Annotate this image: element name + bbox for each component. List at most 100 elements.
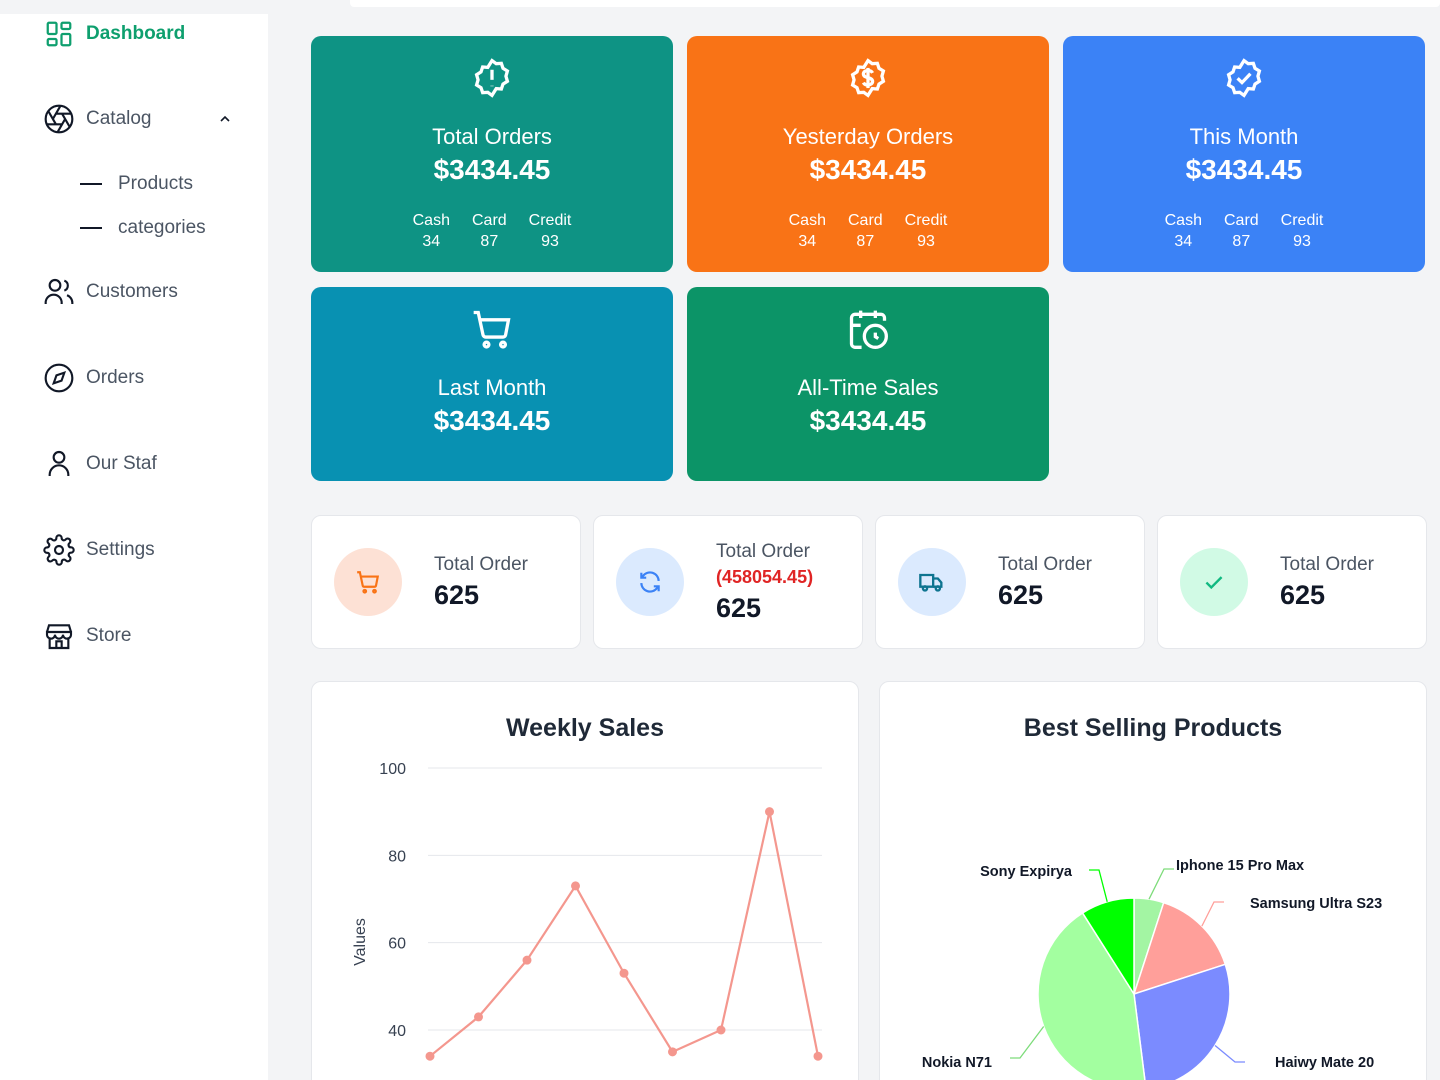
data-point: [668, 1047, 677, 1057]
breakdown-credit: Credit 93: [1281, 210, 1324, 252]
card-breakdown: Cash 34 Card 87 Credit 93: [311, 210, 673, 252]
summary-card-all-time-sales[interactable]: All-Time Sales $3434.45: [687, 287, 1049, 481]
breakdown-value: 34: [422, 233, 441, 250]
data-point: [716, 1025, 726, 1035]
sidebar-item-label: Dashboard: [86, 23, 186, 44]
breakdown-label: Credit: [528, 212, 572, 229]
truck-icon: [919, 573, 943, 592]
card-title: This Month: [1189, 124, 1299, 149]
pie-slice: [1133, 963, 1231, 1080]
stat-value: 625: [434, 580, 480, 610]
best-selling-chart: Iphone 15 Pro Max Samsung Ultra S23 Haiwy …: [922, 858, 1382, 1080]
breakdown-value: 93: [917, 233, 935, 250]
users-icon: [42, 275, 76, 309]
pie-label: Nokia N71: [922, 1055, 992, 1071]
breakdown-cash: Cash 34: [789, 210, 826, 252]
chart-title: Weekly Sales: [506, 714, 664, 742]
card-breakdown: Cash 34 Card 87 Credit 93: [1063, 210, 1425, 252]
pie-label: Iphone 15 Pro Max: [1176, 858, 1304, 874]
sidebar-subitem-products[interactable]: Products: [80, 169, 193, 199]
refresh-icon: [640, 571, 660, 593]
stat-value: 625: [1280, 580, 1326, 610]
stat-card-total-order-refresh[interactable]: Total Order (458054.45) 625: [593, 515, 863, 649]
card-amount: $3434.45: [809, 154, 927, 185]
breakdown-value: 34: [1174, 233, 1193, 250]
chevron-up-icon[interactable]: [214, 108, 236, 130]
data-point: [522, 955, 532, 965]
summary-card-yesterday-orders[interactable]: Yesterday Orders $3434.45 Cash 34 Card 87 …: [687, 36, 1049, 272]
top-strip: [0, 0, 1440, 14]
sidebar-item-orders[interactable]: Orders: [42, 358, 144, 398]
best-selling-panel: Best Selling Products Iphone 15 Pro Max S…: [879, 681, 1427, 1080]
sidebar-subitem-label: categories: [118, 217, 206, 238]
cart-icon: [357, 571, 380, 594]
pie-label: Sony Expirya: [980, 864, 1073, 880]
stat-label: Total Order: [716, 541, 810, 562]
breakdown-label: Card: [1223, 212, 1259, 229]
sidebar-item-customers[interactable]: Customers: [42, 272, 178, 312]
breakdown-cash: Cash 34: [1165, 210, 1202, 252]
stat-icon-circle: [334, 548, 402, 616]
line-series: [429, 811, 820, 1058]
breakdown-value: 93: [1293, 233, 1311, 250]
sidebar-item-our-staf[interactable]: Our Staf: [42, 444, 157, 484]
pie-slice: [1037, 911, 1146, 1080]
sidebar-item-label: Our Staf: [86, 453, 157, 474]
stat-icon-circle: [1180, 548, 1248, 616]
chart-title: Best Selling Products: [1023, 714, 1283, 742]
sidebar-item-label: Store: [86, 625, 132, 646]
data-point: [619, 968, 629, 978]
breakdown-value: 93: [541, 233, 559, 250]
stat-card-total-order-truck[interactable]: Total Order 625: [875, 515, 1145, 649]
summary-card-total-orders[interactable]: Total Orders $3434.45 Cash 34 Card 87 Cred…: [311, 36, 673, 272]
weekly-sales-panel: Weekly Sales 40 60 80 100 Values: [311, 681, 859, 1080]
pie-label: Samsung Ultra S23: [1250, 896, 1382, 912]
sidebar-item-dashboard[interactable]: Dashboard: [42, 14, 185, 54]
dollar-badge-icon: [850, 58, 886, 98]
y-tick-label: 80: [388, 848, 406, 865]
compass-icon: [42, 361, 76, 395]
breakdown-value: 87: [480, 233, 499, 250]
card-title: Total Orders: [432, 124, 552, 149]
gear-icon: [42, 533, 76, 567]
sidebar-item-label: Settings: [86, 539, 155, 560]
aperture-icon: [42, 102, 76, 136]
card-title: All-Time Sales: [797, 375, 939, 400]
breakdown-card: Card 87: [848, 210, 883, 252]
breakdown-label: Card: [471, 212, 507, 229]
breakdown-label: Cash: [1164, 212, 1202, 229]
stat-icon-circle: [616, 548, 684, 616]
calendar-clock-icon: [849, 310, 888, 349]
pie-leader-line: [1148, 868, 1174, 900]
stat-card-total-order-cart[interactable]: Total Order 625: [311, 515, 581, 649]
sidebar-subitem-categories[interactable]: categories: [80, 213, 206, 243]
summary-card-last-month[interactable]: Last Month $3434.45: [311, 287, 673, 481]
check-badge-icon: [1226, 58, 1262, 98]
summary-card-this-month[interactable]: This Month $3434.45 Cash 34 Card 87 Credit…: [1063, 36, 1425, 272]
card-amount: $3434.45: [433, 154, 551, 185]
card-amount: $3434.45: [809, 405, 927, 436]
store-icon: [42, 619, 76, 653]
breakdown-label: Credit: [904, 212, 948, 229]
sidebar-item-store[interactable]: Store: [42, 616, 131, 656]
sidebar-item-catalog[interactable]: Catalog: [42, 99, 152, 139]
pie-label: Haiwy Mate 20: [1275, 1055, 1374, 1071]
user-icon: [42, 447, 76, 481]
breakdown-value: 87: [1232, 233, 1251, 250]
sidebar-subitem-label: Products: [118, 173, 193, 194]
stat-icon-circle: [898, 548, 966, 616]
data-point: [425, 1051, 435, 1061]
breakdown-cash: Cash 34: [413, 210, 450, 252]
dash-icon: [80, 183, 102, 185]
breakdown-label: Cash: [412, 212, 450, 229]
stat-card-total-order-check[interactable]: Total Order 625: [1157, 515, 1427, 649]
y-tick-label: 100: [379, 761, 406, 778]
stat-label: Total Order: [434, 554, 528, 575]
sidebar-item-settings[interactable]: Settings: [42, 530, 155, 570]
header-bar: [350, 0, 1440, 7]
stat-label: Total Order: [1280, 554, 1374, 575]
card-title: Yesterday Orders: [782, 124, 954, 149]
y-tick-label: 60: [388, 936, 406, 953]
stat-label: Total Order: [998, 554, 1092, 575]
data-point: [571, 881, 580, 891]
